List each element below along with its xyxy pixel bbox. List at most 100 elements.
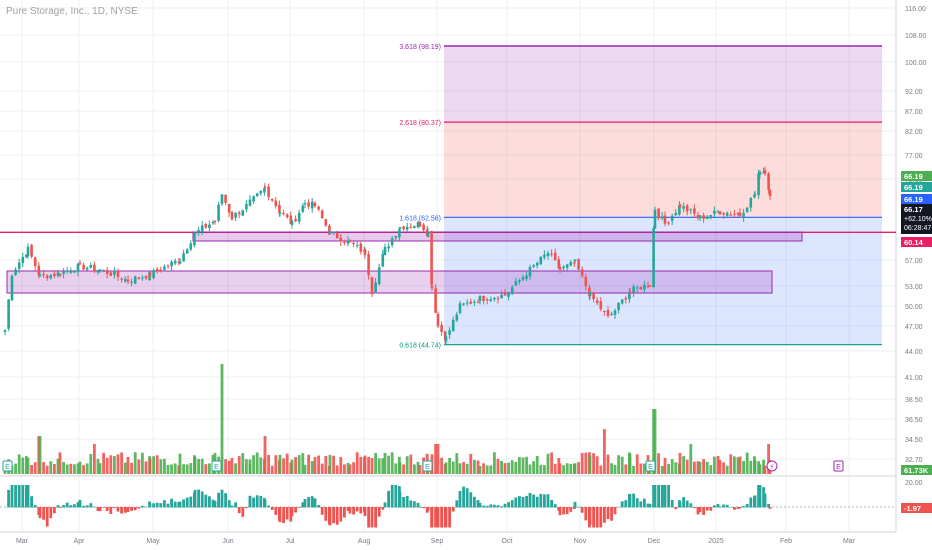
candle-body <box>557 259 561 269</box>
volume-bar <box>278 454 282 474</box>
candle-body <box>313 202 317 206</box>
candle-body <box>674 212 678 216</box>
volume-bar <box>224 459 227 474</box>
volume-bar <box>469 453 473 474</box>
osc-bar <box>255 495 259 508</box>
osc-bar <box>346 507 350 511</box>
volume-bar <box>521 457 525 474</box>
volume-bar <box>274 455 278 474</box>
candle-body <box>170 261 173 267</box>
volume-bar <box>738 456 742 474</box>
osc-bar <box>599 507 603 528</box>
candle-body <box>698 215 702 219</box>
candle-body <box>78 262 82 264</box>
time-axis-label: Jul <box>286 538 295 545</box>
volume-bar <box>69 463 73 474</box>
osc-bar <box>278 507 282 523</box>
volume-bar <box>678 452 682 474</box>
candle-body <box>93 264 96 271</box>
candle-body <box>17 262 21 269</box>
volume-bar <box>14 463 17 474</box>
candle-body <box>667 222 670 224</box>
candle-body <box>573 259 577 261</box>
candle-body <box>416 222 420 228</box>
candle-body <box>42 274 45 276</box>
badge-red-level-bg <box>901 237 932 247</box>
osc-bar <box>237 507 241 514</box>
candle-body <box>678 204 682 208</box>
volume-bar <box>592 453 595 474</box>
volume-bar <box>465 463 469 474</box>
volume-bar <box>148 458 152 474</box>
candle-body <box>565 264 569 268</box>
osc-bar <box>462 486 465 508</box>
osc-bar <box>387 490 390 508</box>
candle-body <box>434 288 437 313</box>
candle-body <box>443 331 447 341</box>
volume-bar <box>123 462 127 474</box>
osc-bar <box>310 496 314 508</box>
candle-body <box>45 275 49 279</box>
price-axis-label: 108.00 <box>905 33 927 40</box>
osc-bar <box>267 505 270 508</box>
osc-bar <box>148 503 152 508</box>
volume-bar <box>170 464 173 474</box>
candle-body <box>451 319 455 332</box>
candle-body <box>343 241 346 243</box>
volume-bar <box>553 463 557 474</box>
volume-bar <box>155 455 159 474</box>
osc-bar <box>363 507 367 517</box>
candle-body <box>398 226 402 229</box>
volume-bar <box>532 461 535 474</box>
osc-bar <box>436 507 440 528</box>
osc-bar <box>116 507 120 512</box>
candle-body <box>120 278 123 280</box>
candle-body <box>729 214 733 216</box>
osc-bar <box>693 507 696 508</box>
osc-bar <box>324 507 328 521</box>
candle-body <box>123 278 127 282</box>
osc-bar <box>648 503 652 508</box>
lightning-icon: ⚡ <box>770 463 775 471</box>
volume-bar <box>565 463 569 474</box>
candle-body <box>588 291 592 297</box>
osc-bar <box>592 507 595 528</box>
candle-body <box>193 231 197 235</box>
candle-body <box>113 271 116 275</box>
volume-bar <box>434 444 437 474</box>
volume-bar <box>705 461 709 474</box>
candle-body <box>85 267 89 270</box>
osc-bar <box>33 505 37 508</box>
zones: 3.618 (98.19) 2.618 (80.37) 1.618 (62.56) 0… <box>0 44 896 350</box>
candle-body <box>628 292 631 300</box>
osc-bar <box>270 507 274 510</box>
osc-bar <box>416 502 420 508</box>
osc-bar <box>402 496 405 508</box>
volume-bar <box>307 454 310 474</box>
candle-body <box>241 210 245 216</box>
candle-body <box>152 270 155 278</box>
osc-bar <box>10 485 14 508</box>
time-axis-label: Oct <box>502 538 513 545</box>
volume-bar <box>259 457 263 474</box>
osc-bar <box>144 506 148 508</box>
candle-body <box>7 299 10 329</box>
osc-bar <box>639 501 643 508</box>
osc-bar <box>670 499 674 508</box>
volume-bar <box>514 461 518 474</box>
osc-bar <box>595 507 599 528</box>
osc-bar <box>689 503 693 508</box>
osc-bar <box>705 507 709 511</box>
candle-body <box>352 242 355 245</box>
candle-body <box>310 201 314 209</box>
candle-body <box>528 266 532 277</box>
osc-bar <box>617 506 620 508</box>
osc-bar <box>220 489 224 508</box>
osc-bar <box>569 507 573 512</box>
candle-body <box>53 273 56 276</box>
candle-body <box>317 206 320 210</box>
fib-zone-2618 <box>444 122 882 218</box>
volume-bar <box>689 444 693 474</box>
